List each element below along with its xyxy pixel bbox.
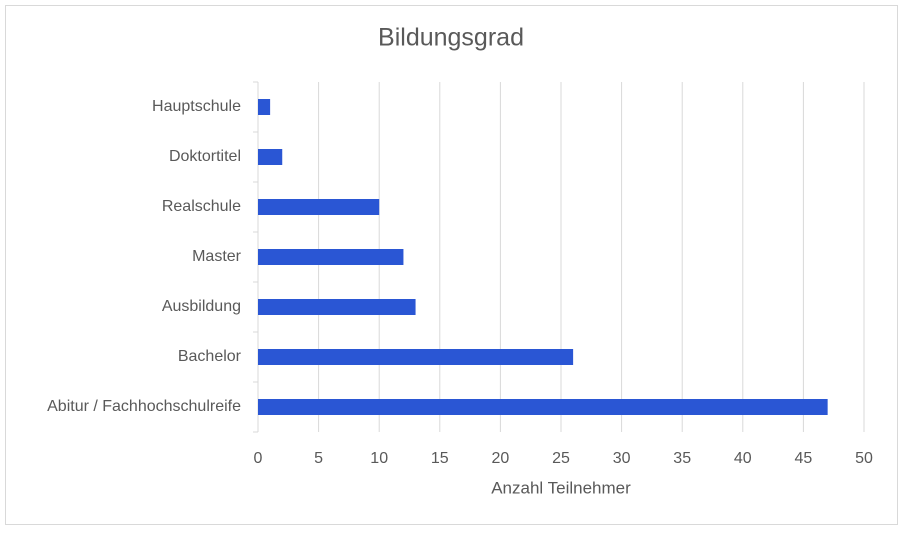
x-tick-label: 40: [734, 450, 752, 467]
y-tick-label: Master: [192, 248, 242, 265]
x-tick-label: 35: [673, 450, 691, 467]
bar: [258, 99, 271, 115]
y-tick-label: Hauptschule: [152, 98, 241, 115]
bar: [258, 149, 283, 165]
x-axis-title: Anzahl Teilnehmer: [491, 478, 631, 497]
chart-title: Bildungsgrad: [378, 24, 524, 52]
x-tick-label: 20: [492, 450, 510, 467]
y-tick-label: Ausbildung: [162, 298, 241, 315]
x-tick-label: 15: [431, 450, 449, 467]
x-tick-label: 30: [613, 450, 631, 467]
y-tick-label: Doktortitel: [169, 148, 241, 165]
x-tick-label: 50: [855, 450, 873, 467]
y-tick-label: Abitur / Fachhochschulreife: [47, 398, 241, 415]
bar: [258, 249, 404, 265]
x-tick-label: 5: [314, 450, 323, 467]
x-tick-label: 10: [370, 450, 388, 467]
bar: [258, 399, 828, 415]
bar: [258, 199, 380, 215]
y-tick-label: Realschule: [162, 198, 241, 215]
bar: [258, 299, 416, 315]
x-tick-label: 0: [254, 450, 263, 467]
bar: [258, 349, 574, 365]
x-tick-label: 25: [552, 450, 570, 467]
y-tick-label: Bachelor: [178, 348, 242, 365]
chart-frame: [5, 5, 898, 525]
x-tick-label: 45: [795, 450, 813, 467]
